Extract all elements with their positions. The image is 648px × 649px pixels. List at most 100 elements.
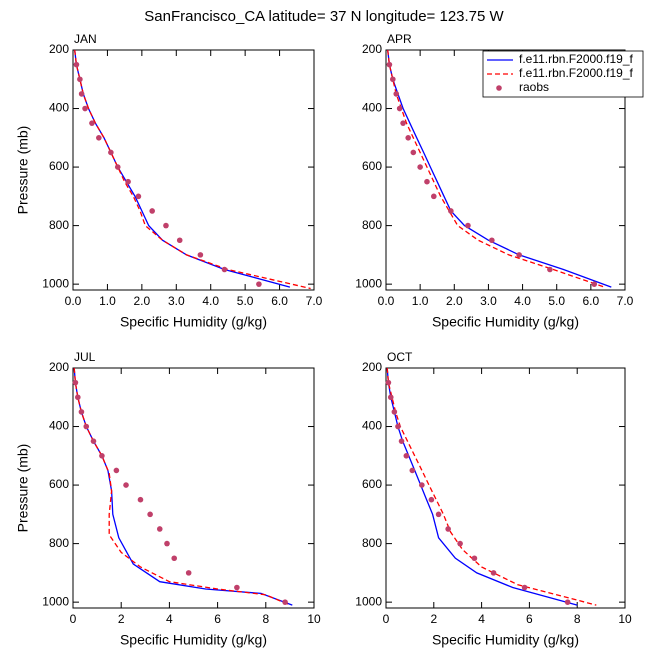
x-tick-label: 4 bbox=[478, 612, 485, 626]
raob-point bbox=[114, 164, 121, 170]
x-tick-label: 8 bbox=[574, 612, 581, 626]
x-tick-label: 7.0 bbox=[617, 294, 634, 308]
raob-point bbox=[390, 76, 396, 83]
x-tick-label: 1.0 bbox=[99, 294, 116, 308]
x-tick-label: 3.0 bbox=[480, 294, 497, 308]
raob-point bbox=[75, 394, 81, 401]
y-tick-label: 200 bbox=[362, 360, 382, 374]
raob-point bbox=[431, 193, 437, 200]
raob-point bbox=[149, 208, 155, 214]
x-tick-label: 8 bbox=[262, 612, 269, 626]
raob-point bbox=[516, 252, 522, 258]
raob-point bbox=[387, 394, 394, 401]
x-axis-label: Specific Humidity (g/kg) bbox=[432, 314, 579, 330]
panel-title: APR bbox=[387, 32, 412, 46]
legend-label: raobs bbox=[519, 80, 549, 94]
y-tick-label: 1000 bbox=[355, 594, 382, 608]
x-tick-label: 6.0 bbox=[271, 294, 288, 308]
raob-point bbox=[428, 496, 435, 503]
raob-point bbox=[234, 584, 240, 591]
y-tick-label: 400 bbox=[49, 419, 69, 433]
raob-point bbox=[445, 526, 451, 532]
legend-label: f.e11.rbn.F2000.f19_f bbox=[519, 66, 634, 80]
profile-line bbox=[386, 367, 578, 606]
x-tick-label: 2.0 bbox=[134, 294, 151, 308]
x-tick-label: 6 bbox=[214, 612, 221, 626]
raob-point bbox=[82, 105, 88, 112]
raob-point bbox=[185, 570, 192, 576]
raob-point bbox=[409, 467, 416, 474]
profile-line bbox=[73, 367, 293, 606]
x-tick-label: 7.0 bbox=[306, 294, 323, 308]
raob-point bbox=[393, 91, 400, 97]
x-tick-label: 10 bbox=[307, 612, 321, 626]
panel-title: JUL bbox=[74, 350, 96, 364]
raob-point bbox=[564, 599, 571, 605]
y-tick-label: 800 bbox=[49, 536, 69, 550]
profile-line bbox=[386, 367, 597, 606]
raob-point bbox=[78, 91, 85, 97]
raob-point bbox=[457, 540, 463, 547]
raob-point bbox=[396, 105, 403, 112]
raob-point bbox=[398, 438, 405, 444]
raob-point bbox=[435, 511, 442, 518]
raob-point bbox=[125, 178, 131, 185]
raob-point bbox=[163, 222, 169, 229]
x-tick-label: 0 bbox=[70, 612, 77, 626]
raob-point bbox=[405, 135, 411, 141]
raob-point bbox=[89, 120, 95, 126]
raob-point bbox=[83, 423, 90, 430]
profile-line bbox=[387, 49, 612, 288]
profile-line bbox=[74, 49, 311, 290]
legend-label: f.e11.rbn.F2000.f19_f bbox=[519, 52, 634, 66]
x-tick-label: 5.0 bbox=[548, 294, 565, 308]
legend-box bbox=[482, 50, 644, 98]
panel-title: JAN bbox=[74, 32, 97, 46]
figure-title: SanFrancisco_CA latitude= 37 N longitude… bbox=[144, 8, 504, 25]
raob-point bbox=[400, 120, 406, 126]
x-axis-label: Specific Humidity (g/kg) bbox=[120, 314, 267, 330]
raob-point bbox=[78, 409, 85, 415]
x-axis-label: Specific Humidity (g/kg) bbox=[432, 632, 579, 648]
raob-point bbox=[391, 409, 398, 415]
raob-point bbox=[386, 61, 393, 68]
raob-point bbox=[73, 61, 80, 68]
raob-point bbox=[221, 266, 228, 273]
y-tick-label: 200 bbox=[362, 42, 382, 56]
x-tick-label: 0.0 bbox=[378, 294, 395, 308]
x-axis-label: Specific Humidity (g/kg) bbox=[120, 632, 267, 648]
plot-frame bbox=[385, 367, 626, 609]
raob-point bbox=[410, 149, 417, 156]
raob-point bbox=[147, 511, 153, 518]
raob-point bbox=[164, 540, 170, 547]
x-tick-label: 4 bbox=[166, 612, 173, 626]
raob-point bbox=[424, 178, 430, 185]
raob-point bbox=[395, 423, 401, 430]
x-tick-label: 2 bbox=[118, 612, 125, 626]
raob-point bbox=[171, 555, 178, 562]
raob-point bbox=[419, 482, 425, 488]
x-tick-label: 4.0 bbox=[202, 294, 219, 308]
raob-point bbox=[521, 584, 528, 591]
plot-frame bbox=[72, 49, 315, 291]
raob-point bbox=[417, 164, 423, 170]
panel-title: OCT bbox=[387, 350, 413, 364]
profile-line bbox=[387, 49, 605, 288]
raob-point bbox=[108, 149, 114, 156]
raob-point bbox=[72, 379, 79, 386]
raob-point bbox=[197, 252, 204, 258]
raob-point bbox=[90, 438, 97, 444]
raob-point bbox=[403, 453, 410, 459]
raob-point bbox=[490, 570, 497, 576]
y-tick-label: 400 bbox=[362, 419, 382, 433]
y-tick-label: 200 bbox=[49, 42, 69, 56]
raob-point bbox=[99, 453, 105, 459]
raob-point bbox=[96, 135, 102, 141]
y-tick-label: 800 bbox=[49, 218, 69, 232]
y-tick-label: 600 bbox=[49, 477, 69, 491]
raob-point bbox=[448, 208, 454, 214]
raob-point bbox=[282, 599, 288, 605]
x-tick-label: 10 bbox=[618, 612, 632, 626]
x-tick-label: 2.0 bbox=[446, 294, 463, 308]
y-tick-label: 600 bbox=[362, 477, 382, 491]
